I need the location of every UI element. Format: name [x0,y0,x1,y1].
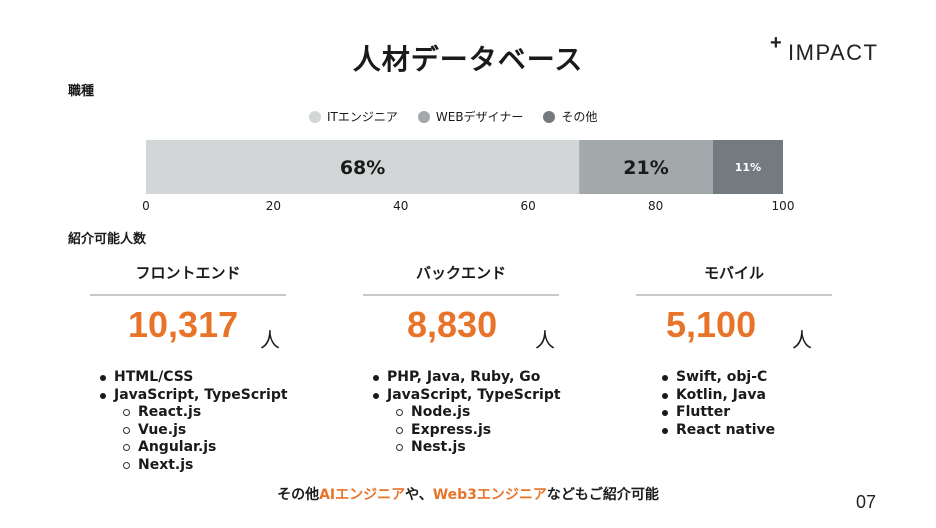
x-tick-label: 100 [772,199,795,213]
page-title: 人材データベース [352,43,584,76]
skill-item: React native [660,422,775,440]
bar-data-label: 68% [340,157,385,179]
backend-heading: バックエンド [415,264,506,282]
legend-label-web: WEBデザイナー [435,110,524,124]
mobile-count-row: 5,100 人 [636,296,832,366]
backend-divider [363,294,559,296]
x-tick-label: 60 [521,199,536,213]
frontend-skill-list: HTML/CSS JavaScript, TypeScript React.js Vu… [98,369,288,474]
logo-plus-mark: + [770,32,784,54]
skill-item: Flutter [660,404,775,422]
bar-segment [712,140,783,194]
bar-segment [146,140,580,194]
skill-item: HTML/CSS [98,369,288,387]
mobile-skill-list: Swift, obj-C Kotlin, Java Flutter React nat… [660,369,775,439]
skill-item: React.js [98,404,288,422]
frontend-count-row: 10,317 人 [90,296,286,366]
footer-suffix: などもご紹介可能 [546,487,659,503]
legend-item-other: その他 [543,108,597,125]
frontend-divider [90,294,286,296]
page-number: 07 [856,492,877,512]
backend-count-row: 8,830 人 [363,296,559,366]
footer-note: その他AIエンジニアや、Web3エンジニアなどもご紹介可能 [0,484,936,504]
skill-item: Vue.js [98,422,288,440]
backend-unit: 人 [535,328,555,352]
skill-item: Express.js [371,422,561,440]
referral-section-label: 紹介可能人数 [68,232,147,247]
footer-middle: や、 [405,487,433,503]
skill-item: Node.js [371,404,561,422]
x-tick-label: 40 [393,199,408,213]
frontend-column: フロントエンド 10,317 人 [90,262,286,366]
legend-item-web: WEBデザイナー [417,108,524,125]
mobile-unit: 人 [792,328,812,352]
mobile-column: モバイル 5,100 人 [636,262,832,366]
legend-item-it: ITエンジニア [309,108,398,125]
x-tick-label: 0 [142,199,150,213]
backend-count: 8,830 [407,304,498,345]
frontend-count: 10,317 [128,304,239,345]
skill-item: Swift, obj-C [660,369,775,387]
legend-label-other: その他 [561,110,598,124]
mobile-heading: モバイル [703,264,764,282]
frontend-heading: フロントエンド [135,264,241,282]
footer-highlight-web3: Web3エンジニア [432,487,547,503]
legend-label-it: ITエンジニア [327,110,398,124]
skill-item: Kotlin, Java [660,387,775,405]
bar-data-label: 11% [735,161,761,174]
skill-item: PHP, Java, Ruby, Go [371,369,561,387]
skill-item: JavaScript, TypeScript [371,387,561,405]
bar-segment [579,140,713,194]
occupation-stacked-bar-chart: 68% 21% 11% 0 20 40 60 80 100 [142,140,795,213]
skill-item: Next.js [98,457,288,475]
legend-swatch-web [417,110,430,123]
bar-data-label: 21% [623,157,668,179]
chart-legend: ITエンジニア WEBデザイナー その他 [309,108,597,125]
logo-text: IMPACT [788,40,879,65]
skill-item: Angular.js [98,439,288,457]
backend-column: バックエンド 8,830 人 [363,262,559,366]
occupation-section-label: 職種 [68,84,95,99]
legend-swatch-it [309,110,321,123]
legend-swatch-other [543,110,556,123]
skill-item: Nest.js [371,439,561,457]
mobile-count: 5,100 [666,304,757,345]
footer-highlight-ai: AIエンジニア [319,487,406,503]
footer-prefix: その他 [277,487,320,503]
backend-skill-list: PHP, Java, Ruby, Go JavaScript, TypeScrip… [371,369,561,457]
mobile-divider [636,294,832,296]
x-tick-label: 20 [266,199,281,213]
frontend-unit: 人 [260,328,280,352]
x-tick-label: 80 [648,199,663,213]
skill-item: JavaScript, TypeScript [98,387,288,405]
